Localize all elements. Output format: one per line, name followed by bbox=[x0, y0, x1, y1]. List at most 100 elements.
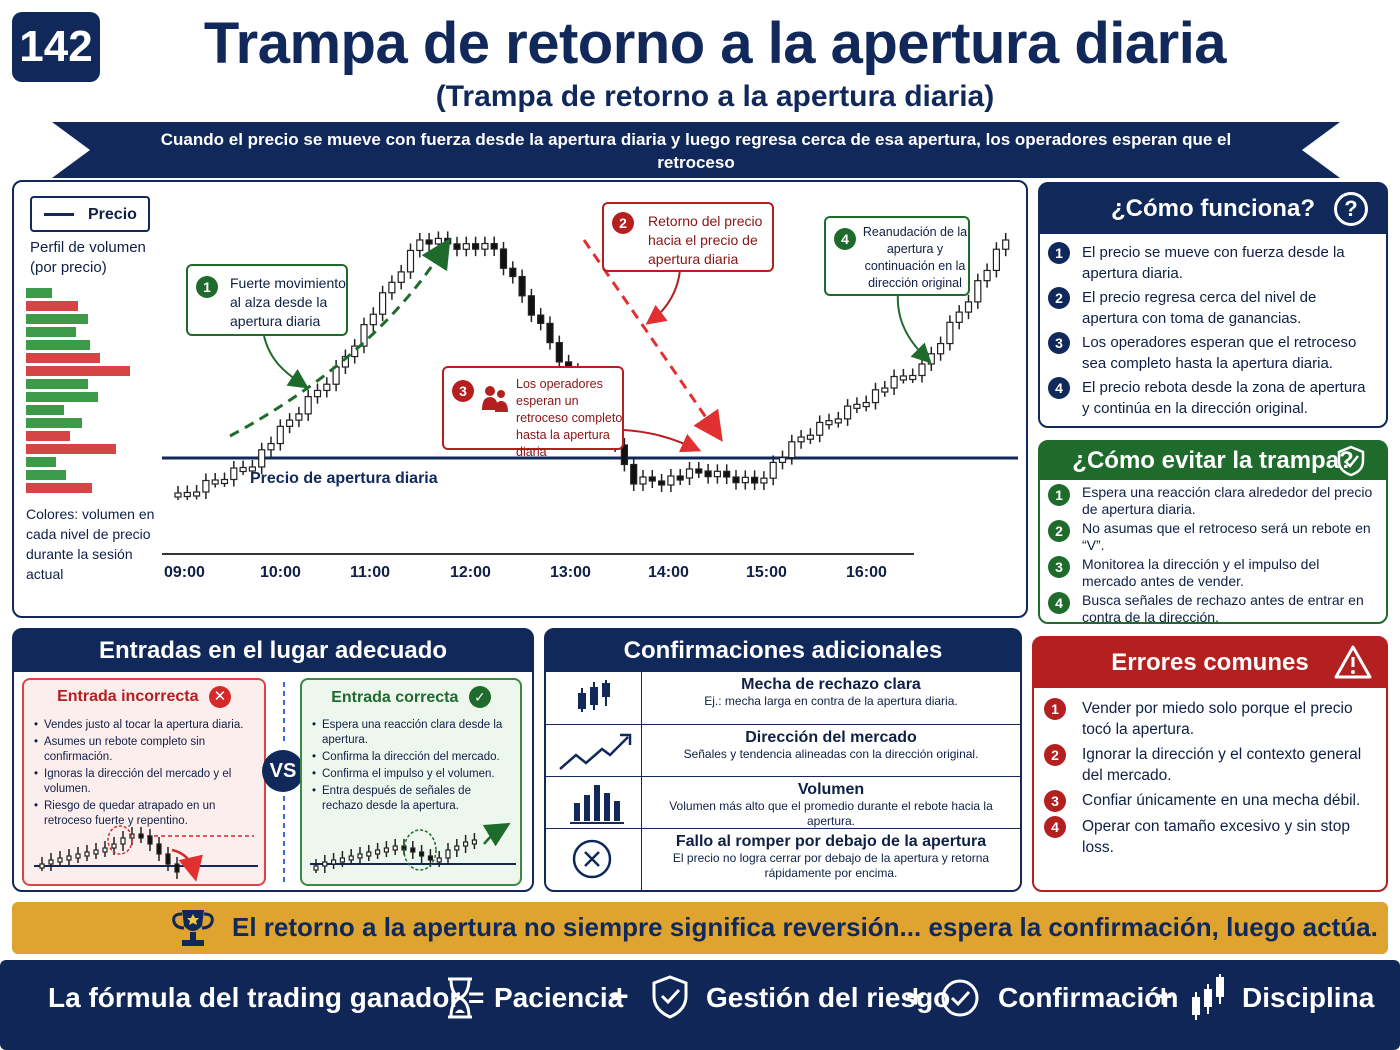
candle-body bbox=[909, 374, 917, 381]
volume-bars-icon bbox=[546, 777, 642, 828]
candle-body bbox=[406, 249, 415, 273]
candle-body bbox=[964, 301, 973, 313]
common-errors-box: Errores comunes 1 Vender por miedo solo p… bbox=[1032, 636, 1388, 892]
confirmations-header: Confirmaciones adicionales bbox=[546, 630, 1020, 672]
candle-body bbox=[685, 468, 694, 479]
how-it-works-title: ¿Cómo funciona? bbox=[1111, 195, 1315, 222]
candle-body bbox=[899, 375, 908, 381]
confirmation-row: Dirección del mercado Señales y tendenci… bbox=[546, 724, 1020, 776]
time-label: 11:00 bbox=[350, 564, 391, 581]
candle-body bbox=[927, 353, 935, 365]
candle-body bbox=[304, 396, 312, 415]
error-item: 1 Vender por miedo solo porque el precio … bbox=[1044, 698, 1376, 740]
time-label: 12:00 bbox=[450, 564, 491, 581]
callout-4-number: 4 bbox=[834, 228, 856, 250]
footer-formula: La fórmula del trading ganador = Pacienc… bbox=[0, 960, 1400, 1050]
candle-body bbox=[202, 479, 210, 493]
episode-badge: 142 bbox=[12, 12, 100, 82]
x-circle-icon: ✕ bbox=[208, 686, 231, 708]
candle-body bbox=[434, 237, 442, 245]
formula-label: La fórmula del trading ganador = bbox=[48, 982, 485, 1013]
candle-body bbox=[983, 269, 991, 282]
correct-entry-item: Entra después de señales de rechazo desd… bbox=[312, 784, 514, 814]
callout-3-number: 3 bbox=[452, 380, 474, 402]
candle-body bbox=[871, 389, 880, 404]
volume-profile-note: Colores: volumen en cada nivel de precio… bbox=[26, 506, 155, 582]
candle-body bbox=[258, 449, 266, 468]
legend-line-swatch bbox=[44, 213, 74, 216]
candle-body bbox=[862, 401, 870, 408]
wrong-entry-item: Vendes justo al tocar la apertura diaria… bbox=[34, 718, 258, 733]
check-circle-icon: ✓ bbox=[468, 686, 491, 708]
candle-body bbox=[313, 389, 322, 398]
wrong-entry-item: Riesgo de quedar atrapado en un retroces… bbox=[34, 799, 258, 829]
candle-body bbox=[853, 403, 861, 409]
callout-1: 1 Fuerte movimiento al alza desde la ape… bbox=[186, 264, 348, 336]
confirmations-box: Confirmaciones adicionales Mecha de rech… bbox=[544, 628, 1022, 892]
candle-body bbox=[462, 243, 470, 250]
callout-3: 3 Los operadores esperan un retroceso co… bbox=[442, 366, 624, 459]
shield-check-icon bbox=[652, 975, 688, 1019]
page-title: Trampa de retorno a la apertura diaria bbox=[203, 11, 1227, 76]
candle-body bbox=[454, 845, 460, 851]
candle-body bbox=[1002, 239, 1010, 250]
how-item: 2 El precio regresa cerca del nivel de ap… bbox=[1048, 287, 1376, 329]
callout-1-number: 1 bbox=[196, 276, 218, 298]
intro-banner: Cuando el precio se mueve con fuerza des… bbox=[52, 122, 1340, 195]
candle-body bbox=[509, 267, 517, 278]
avoid-trap-box: ¿Cómo evitar la trampa? 1 Espera una reac… bbox=[1038, 440, 1388, 625]
entries-header: Entradas en el lugar adecuado bbox=[14, 630, 532, 672]
confirmation-title: Fallo al romper por debajo de la apertur… bbox=[675, 833, 987, 850]
formula-item-discipline: Disciplina bbox=[1242, 982, 1375, 1013]
candle-body bbox=[444, 237, 452, 245]
candle-body bbox=[66, 855, 72, 861]
candle-body bbox=[546, 322, 554, 344]
page-subtitle: (Trampa de retorno a la apertura diaria) bbox=[435, 80, 995, 113]
tagline-bar: El retorno a la apertura no siempre sign… bbox=[12, 902, 1388, 954]
candle-body bbox=[955, 311, 963, 323]
volume-profile-title: Perfil de volumen (por precio) bbox=[30, 239, 146, 276]
callout-2-pointer bbox=[645, 269, 681, 325]
time-axis-labels: 09:00 10:00 11:00 12:00 13:00 14:00 15:0… bbox=[164, 564, 924, 586]
candle-body bbox=[84, 851, 90, 857]
candle-body bbox=[75, 853, 81, 859]
candle-body bbox=[797, 436, 805, 443]
time-label: 14:00 bbox=[648, 564, 689, 581]
tagline-text: El retorno a la apertura no siempre sign… bbox=[232, 912, 1378, 942]
correct-entry-item: Confirma el impulso y el volumen. bbox=[312, 767, 514, 782]
candle-body bbox=[750, 476, 759, 484]
avoid-trap-title: ¿Cómo evitar la trampa? bbox=[1072, 447, 1354, 474]
plus-sign: + bbox=[610, 978, 629, 1014]
candle-body bbox=[974, 280, 982, 303]
candle-body bbox=[436, 857, 442, 863]
volume-profile-bars bbox=[26, 288, 130, 493]
candle-body bbox=[471, 839, 477, 845]
candle-body bbox=[518, 275, 526, 297]
candle-body bbox=[639, 476, 647, 485]
plus-sign: + bbox=[1154, 978, 1173, 1014]
candle-body bbox=[339, 857, 346, 863]
candle-body bbox=[537, 314, 545, 324]
formula-item-patience: Paciencia bbox=[494, 982, 624, 1013]
candle-body bbox=[695, 468, 703, 474]
confirmation-title: Volumen bbox=[797, 781, 865, 798]
candle-body bbox=[120, 837, 126, 845]
callout-4-text: Reanudación de la apertura y continuació… bbox=[862, 225, 968, 290]
confirmation-desc: Señales y tendencia alineadas con la dir… bbox=[683, 747, 979, 761]
open-line-label: Precio de apertura diaria bbox=[250, 470, 438, 487]
candle-body bbox=[620, 444, 629, 466]
candle-body bbox=[760, 477, 768, 484]
candle-body bbox=[102, 847, 108, 853]
correct-entry-card: Entrada correcta ✓ Espera una reacción c… bbox=[300, 678, 522, 886]
candle-body bbox=[313, 865, 319, 871]
plus-sign: + bbox=[906, 978, 925, 1014]
candle-body bbox=[778, 457, 787, 464]
candle-body bbox=[348, 855, 354, 861]
candle-body bbox=[732, 476, 740, 484]
confirmation-desc: Ej.: mecha larga en contra de la apertur… bbox=[704, 694, 958, 708]
wrong-entry-item: Asumes un rebote completo sin confirmaci… bbox=[34, 735, 258, 765]
formula-item-confirmation: Confirmación bbox=[998, 982, 1179, 1013]
candle-body bbox=[499, 248, 508, 269]
legend-label: Precio bbox=[88, 206, 137, 223]
callout-4: 4 Reanudación de la apertura y continuac… bbox=[824, 216, 970, 296]
